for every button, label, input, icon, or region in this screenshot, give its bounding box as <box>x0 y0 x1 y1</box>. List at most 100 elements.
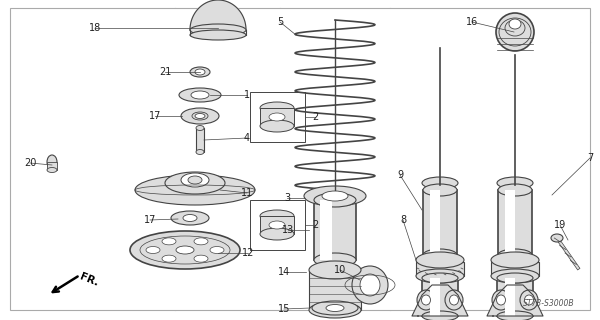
Text: 5: 5 <box>277 17 283 27</box>
Text: 12: 12 <box>242 248 254 258</box>
Ellipse shape <box>260 228 294 240</box>
Ellipse shape <box>269 113 285 121</box>
Bar <box>250 200 305 250</box>
Text: 8: 8 <box>400 215 406 225</box>
Text: 21: 21 <box>159 67 171 77</box>
Text: 11: 11 <box>241 188 253 198</box>
Bar <box>497 278 533 316</box>
Ellipse shape <box>179 88 221 102</box>
Ellipse shape <box>269 221 285 229</box>
Bar <box>491 262 539 276</box>
Ellipse shape <box>423 184 457 196</box>
Ellipse shape <box>445 290 463 310</box>
Text: FR.: FR. <box>78 272 100 288</box>
Bar <box>423 190 457 255</box>
Bar <box>47 162 57 170</box>
Text: 20: 20 <box>24 158 36 168</box>
Ellipse shape <box>314 193 356 207</box>
Text: 19: 19 <box>554 220 566 230</box>
Text: 2: 2 <box>312 220 318 230</box>
Ellipse shape <box>135 175 255 205</box>
Text: 10: 10 <box>334 265 346 275</box>
Text: 16: 16 <box>466 17 478 27</box>
Ellipse shape <box>181 108 219 124</box>
Bar <box>422 278 458 316</box>
Ellipse shape <box>360 274 380 296</box>
Ellipse shape <box>449 295 458 305</box>
Ellipse shape <box>194 238 208 245</box>
Bar <box>430 190 440 255</box>
Ellipse shape <box>188 176 202 184</box>
Ellipse shape <box>491 269 539 283</box>
Text: 3: 3 <box>284 193 290 203</box>
Text: 1: 1 <box>244 90 250 100</box>
Ellipse shape <box>47 167 57 172</box>
Ellipse shape <box>195 114 205 118</box>
Bar <box>505 190 515 255</box>
Ellipse shape <box>498 184 532 196</box>
Ellipse shape <box>260 210 294 222</box>
Ellipse shape <box>181 173 209 187</box>
Ellipse shape <box>162 238 176 245</box>
Ellipse shape <box>497 295 505 305</box>
Ellipse shape <box>47 155 57 169</box>
Ellipse shape <box>140 236 230 264</box>
Text: 17: 17 <box>144 215 156 225</box>
Bar <box>505 278 515 316</box>
Ellipse shape <box>194 255 208 262</box>
Ellipse shape <box>210 246 224 253</box>
Ellipse shape <box>524 295 533 305</box>
Polygon shape <box>412 285 468 316</box>
Bar <box>498 190 532 255</box>
Text: 15: 15 <box>278 304 290 314</box>
Ellipse shape <box>312 301 358 315</box>
Ellipse shape <box>326 305 344 311</box>
Ellipse shape <box>498 249 532 261</box>
Ellipse shape <box>497 273 533 283</box>
Ellipse shape <box>304 186 366 206</box>
Ellipse shape <box>260 102 294 114</box>
Bar <box>260 216 294 234</box>
Ellipse shape <box>497 177 533 189</box>
Ellipse shape <box>416 252 464 268</box>
Text: 17: 17 <box>149 111 161 121</box>
Text: 2: 2 <box>312 112 318 122</box>
Ellipse shape <box>146 246 160 253</box>
Ellipse shape <box>190 67 210 77</box>
Polygon shape <box>487 285 543 316</box>
Ellipse shape <box>422 311 458 320</box>
Bar <box>260 108 294 126</box>
Ellipse shape <box>421 295 431 305</box>
Polygon shape <box>190 0 246 30</box>
Ellipse shape <box>492 290 510 310</box>
Ellipse shape <box>499 18 531 46</box>
Ellipse shape <box>309 302 361 318</box>
Text: 4: 4 <box>244 133 250 143</box>
Ellipse shape <box>352 266 388 304</box>
Ellipse shape <box>191 91 209 99</box>
Ellipse shape <box>183 214 197 221</box>
Ellipse shape <box>417 290 435 310</box>
Ellipse shape <box>196 125 204 131</box>
Ellipse shape <box>322 191 348 201</box>
Ellipse shape <box>165 172 225 194</box>
Ellipse shape <box>422 177 458 189</box>
Ellipse shape <box>551 234 563 242</box>
Bar <box>430 278 440 316</box>
Text: 9: 9 <box>397 170 403 180</box>
Ellipse shape <box>505 20 525 36</box>
Ellipse shape <box>190 30 246 40</box>
Ellipse shape <box>422 273 458 283</box>
Ellipse shape <box>195 69 205 75</box>
Bar <box>309 270 361 310</box>
Text: 7: 7 <box>587 153 593 163</box>
Ellipse shape <box>423 249 457 261</box>
Ellipse shape <box>176 246 194 254</box>
Text: 14: 14 <box>278 267 290 277</box>
Ellipse shape <box>314 253 356 267</box>
Ellipse shape <box>171 211 209 225</box>
Ellipse shape <box>192 112 208 120</box>
Ellipse shape <box>496 13 534 51</box>
Bar <box>250 92 305 142</box>
Text: 18: 18 <box>89 23 101 33</box>
